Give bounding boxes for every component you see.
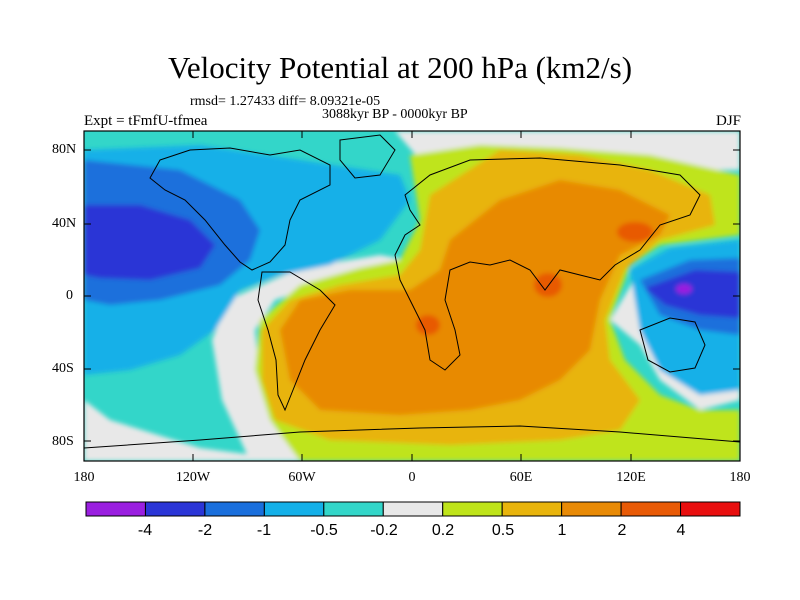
- neg-4-region: [84, 205, 215, 280]
- coast-greenland: [339, 134, 396, 179]
- colorbar-box: [680, 501, 741, 517]
- lat-label-40n: 40N: [52, 216, 77, 231]
- colorbar-label: -1: [256, 522, 272, 539]
- figure-title: Velocity Potential at 200 hPa (km2/s): [167, 50, 633, 85]
- coast-eurasia-africa: [394, 157, 701, 371]
- coast-north-america: [149, 147, 331, 271]
- colorbar-label: 0.5: [491, 522, 515, 539]
- experiment-label: Expt = tFmfU-tfmea: [84, 113, 208, 129]
- pos-2-core-eastasia: [617, 222, 653, 242]
- colorbar-label: -0.5: [310, 522, 338, 539]
- colorbar-label: 0.2: [431, 522, 455, 539]
- colorbar-box: [323, 501, 384, 517]
- neutral-band: [84, 400, 300, 461]
- lon-label-120w: 120W: [175, 470, 211, 485]
- colorbar-box: [620, 501, 682, 517]
- colorbar-label: -4: [137, 522, 153, 539]
- lon-label-180w: 180: [73, 470, 95, 485]
- contour-field: [84, 131, 740, 461]
- lon-label-0: 0: [408, 470, 416, 485]
- lat-label-40s: 40S: [52, 361, 74, 376]
- colorbar-label: -0.2: [370, 522, 398, 539]
- coast-antarctica: [84, 425, 740, 449]
- stats-subtitle: rmsd= 1.27433 diff= 8.09321e-05: [190, 94, 381, 109]
- colorbar-box: [263, 501, 325, 517]
- coastlines: [84, 134, 740, 449]
- colorbar-box: [501, 501, 563, 517]
- colorbar-label: -2: [197, 522, 213, 539]
- colorbar-label: 1: [557, 522, 567, 539]
- coast-south-america: [257, 271, 336, 412]
- neutral-band-central: [212, 255, 420, 461]
- pos-2-core-asia: [534, 273, 562, 297]
- lat-label-0: 0: [66, 288, 73, 303]
- east-neg-4: [645, 270, 740, 318]
- season-label: DJF: [715, 113, 741, 129]
- colorbar-box: [85, 501, 146, 517]
- lon-label-180e: 180: [729, 470, 751, 485]
- period-subtitle: 3088kyr BP - 0000kyr BP: [322, 107, 468, 122]
- plot-frame: [83, 130, 741, 462]
- colorbar-label: 2: [617, 522, 627, 539]
- east-neg-core: [676, 284, 692, 294]
- coast-australia: [639, 317, 706, 373]
- lon-label-60e: 60E: [509, 470, 533, 485]
- colorbar-box: [204, 501, 265, 517]
- pos-2-core-africa: [416, 315, 440, 335]
- colorbar-box: [442, 501, 503, 517]
- colorbar-box: [382, 501, 444, 517]
- lon-label-60w: 60W: [288, 470, 316, 485]
- colorbar-box: [144, 501, 206, 517]
- colorbar-label: 4: [676, 522, 686, 539]
- lat-label-80s: 80S: [52, 434, 74, 449]
- pos-1-region: [280, 180, 670, 415]
- lon-label-120e: 120E: [616, 470, 646, 485]
- colorbar: [85, 501, 741, 517]
- colorbar-box: [561, 501, 622, 517]
- lat-label-80n: 80N: [52, 142, 77, 157]
